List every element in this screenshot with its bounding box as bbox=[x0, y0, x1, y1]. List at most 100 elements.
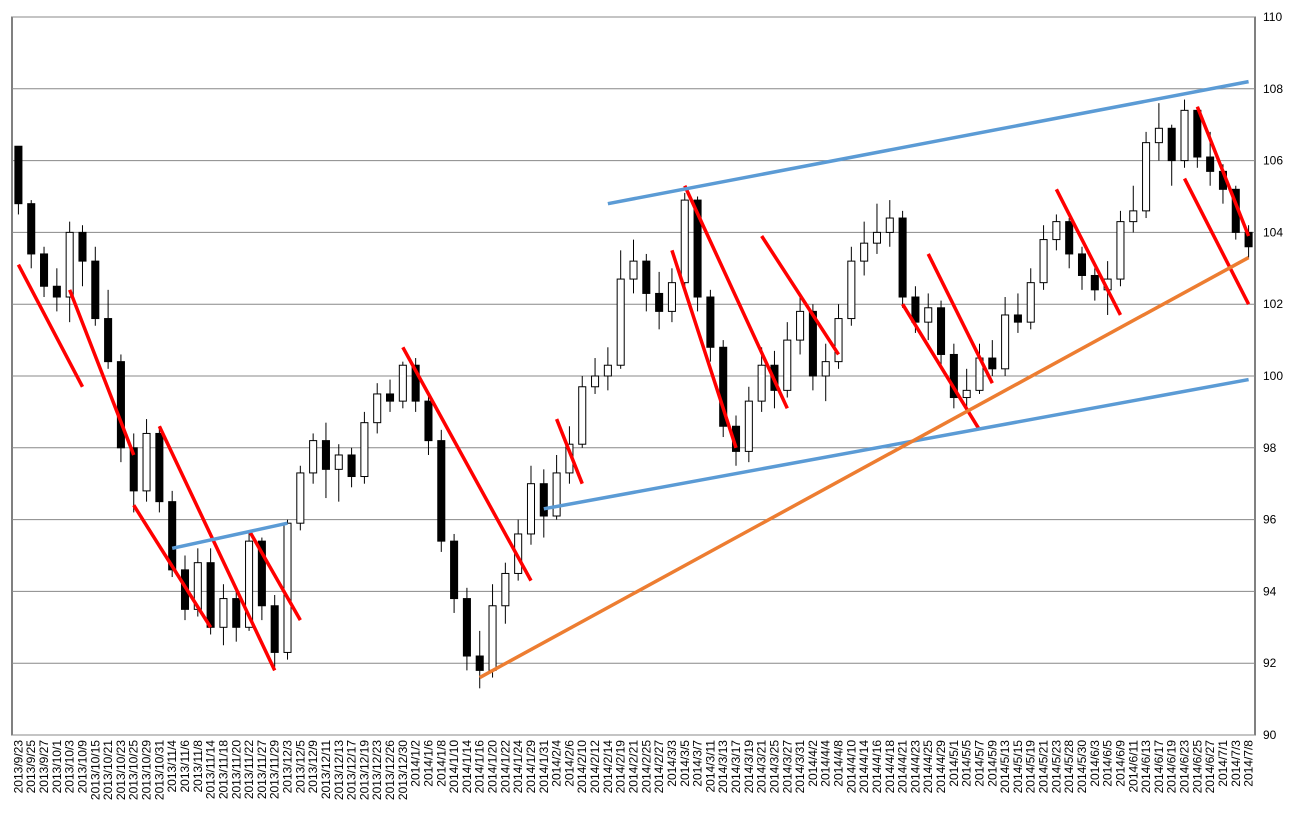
candle-body bbox=[40, 253, 49, 287]
x-tick-label: 2014/2/21 bbox=[627, 740, 641, 794]
x-tick-label: 2014/2/14 bbox=[601, 740, 615, 794]
x-tick-label: 2013/11/29 bbox=[268, 740, 282, 799]
trend-line bbox=[478, 255, 1250, 680]
candle-body bbox=[142, 432, 151, 492]
y-tick-label: 110 bbox=[1263, 10, 1282, 24]
x-tick-label: 2014/6/13 bbox=[1139, 740, 1153, 794]
x-tick-label: 2013/12/11 bbox=[319, 740, 333, 799]
y-tick-label: 94 bbox=[1263, 584, 1277, 598]
x-tick-label: 2014/2/27 bbox=[652, 740, 666, 794]
x-tick-label: 2014/5/23 bbox=[1049, 740, 1063, 794]
candle-body bbox=[719, 346, 728, 427]
x-tick-label: 2014/4/23 bbox=[908, 740, 922, 794]
candle-body bbox=[501, 572, 510, 607]
x-tick-label: 2013/10/9 bbox=[75, 740, 89, 794]
x-tick-label: 2014/5/5 bbox=[960, 740, 974, 787]
candle-body bbox=[398, 364, 407, 402]
x-tick-label: 2014/4/2 bbox=[806, 740, 820, 787]
trend-line bbox=[607, 79, 1249, 206]
candle-body bbox=[962, 389, 971, 399]
candle-body bbox=[373, 393, 382, 424]
x-tick-label: 2014/7/3 bbox=[1229, 740, 1243, 787]
x-tick-label: 2014/2/4 bbox=[550, 740, 564, 787]
x-tick-label: 2014/1/10 bbox=[447, 740, 461, 794]
y-tick-label: 98 bbox=[1263, 441, 1277, 455]
x-tick-label: 2014/5/1 bbox=[947, 740, 961, 787]
x-tick-label: 2014/6/25 bbox=[1190, 740, 1204, 794]
x-tick-label: 2013/12/26 bbox=[383, 740, 397, 800]
candle-body bbox=[1180, 109, 1189, 162]
candle-body bbox=[219, 598, 228, 628]
x-tick-label: 2014/1/24 bbox=[511, 740, 525, 794]
x-tick-label: 2013/12/9 bbox=[306, 740, 320, 794]
candle-body bbox=[526, 483, 536, 535]
candle-body bbox=[783, 339, 792, 391]
x-tick-label: 2014/5/21 bbox=[1037, 740, 1051, 794]
candle-body bbox=[860, 242, 869, 262]
y-tick-label: 96 bbox=[1263, 513, 1277, 527]
candle-body bbox=[1206, 156, 1215, 172]
candle-body bbox=[155, 432, 164, 503]
x-tick-label: 2013/10/21 bbox=[101, 740, 115, 800]
candle-body bbox=[949, 353, 958, 399]
x-tick-label: 2013/12/17 bbox=[345, 740, 359, 800]
trend-line bbox=[16, 263, 85, 388]
x-tick-label: 2014/2/25 bbox=[639, 740, 653, 794]
x-tick-label: 2014/4/4 bbox=[819, 740, 833, 787]
candle-body bbox=[27, 203, 36, 255]
x-tick-label: 2013/10/29 bbox=[140, 740, 154, 800]
x-tick-label: 2014/1/20 bbox=[486, 740, 500, 794]
x-tick-label: 2013/11/27 bbox=[255, 740, 269, 799]
candle-body bbox=[283, 522, 292, 653]
trend-line bbox=[401, 346, 533, 582]
candle-body bbox=[78, 231, 87, 262]
x-tick-label: 2013/10/25 bbox=[127, 740, 141, 800]
x-tick-label: 2013/9/27 bbox=[37, 740, 51, 794]
x-tick-label: 2013/12/13 bbox=[332, 740, 346, 800]
x-tick-label: 2014/3/19 bbox=[742, 740, 756, 794]
candle-body bbox=[321, 440, 330, 470]
x-tick-label: 2014/4/21 bbox=[896, 740, 910, 794]
candle-body bbox=[757, 364, 766, 402]
x-tick-label: 2014/3/3 bbox=[665, 740, 679, 787]
candle-body bbox=[1167, 127, 1176, 162]
y-tick-label: 102 bbox=[1263, 297, 1283, 311]
x-tick-label: 2014/2/12 bbox=[588, 740, 602, 794]
candle-body bbox=[475, 655, 484, 671]
x-tick-label: 2014/2/10 bbox=[575, 740, 589, 794]
candle-body bbox=[296, 472, 305, 524]
trend-line bbox=[901, 303, 981, 431]
candle-body bbox=[847, 260, 856, 320]
x-tick-label: 2013/10/15 bbox=[88, 740, 102, 800]
x-tick-label: 2014/5/7 bbox=[972, 740, 986, 787]
candle-body bbox=[667, 282, 676, 312]
x-tick-label: 2014/1/14 bbox=[460, 740, 474, 794]
trend-line bbox=[1195, 106, 1251, 237]
x-tick-label: 2014/4/16 bbox=[870, 740, 884, 794]
candle-body bbox=[796, 310, 805, 341]
candle-body bbox=[821, 361, 830, 377]
x-tick-label: 2013/10/31 bbox=[152, 740, 166, 800]
x-tick-label: 2014/6/27 bbox=[1203, 740, 1217, 794]
x-tick-label: 2014/6/5 bbox=[1101, 740, 1115, 787]
x-tick-label: 2013/11/6 bbox=[178, 740, 192, 793]
candle-body bbox=[309, 440, 318, 474]
candle-body bbox=[65, 231, 74, 298]
candle-body bbox=[14, 145, 23, 205]
candle-body bbox=[578, 386, 587, 445]
x-tick-label: 2014/5/13 bbox=[998, 740, 1012, 794]
x-tick-label: 2014/6/17 bbox=[1152, 740, 1166, 794]
x-tick-label: 2014/5/19 bbox=[1024, 740, 1038, 794]
x-tick-label: 2013/12/3 bbox=[281, 740, 295, 794]
x-tick-label: 2013/11/8 bbox=[191, 740, 205, 793]
trend-line bbox=[157, 425, 277, 672]
x-tick-label: 2014/3/17 bbox=[729, 740, 743, 794]
y-tick-label: 92 bbox=[1263, 656, 1277, 670]
candle-body bbox=[411, 364, 420, 402]
x-tick-label: 2013/11/14 bbox=[204, 740, 218, 799]
candle-body bbox=[206, 562, 215, 628]
x-tick-label: 2013/12/30 bbox=[396, 740, 410, 800]
candle-body bbox=[706, 296, 715, 348]
trend-line bbox=[68, 289, 136, 456]
